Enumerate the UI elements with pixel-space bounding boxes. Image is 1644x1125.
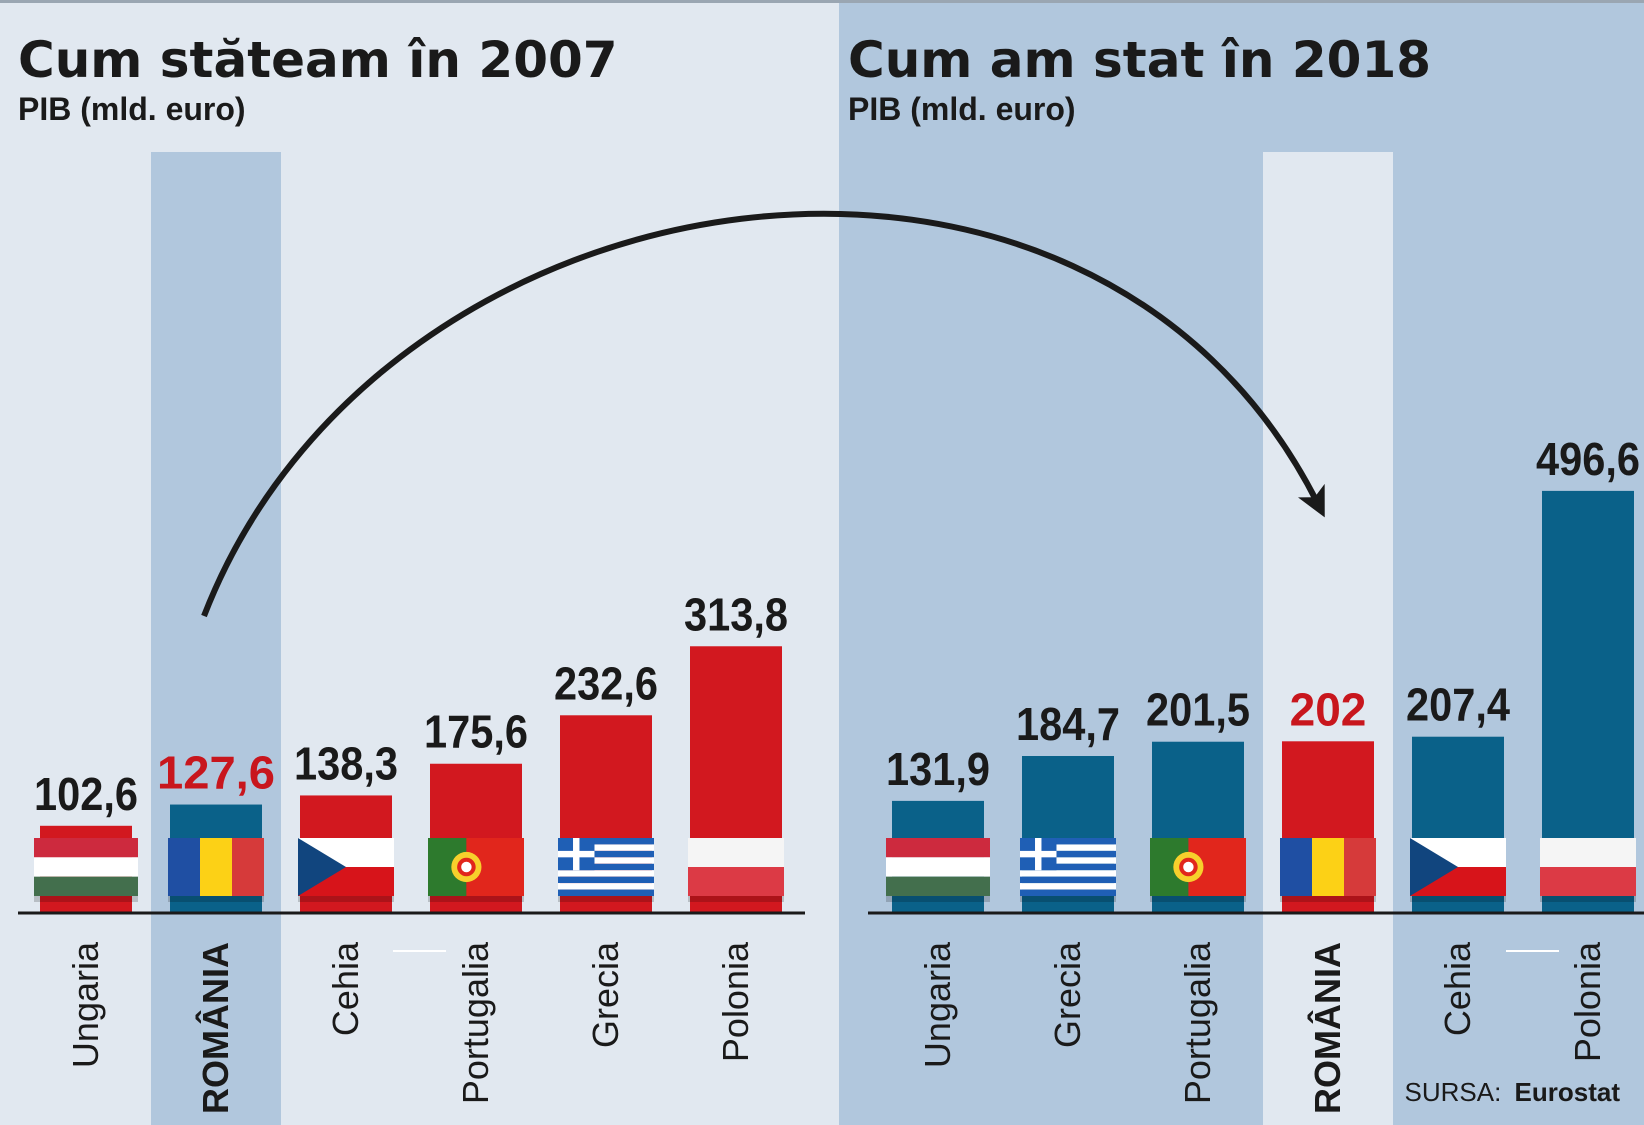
category-label-portugalia-2018: Portugalia xyxy=(1177,941,1218,1104)
category-label-grecia-2018: Grecia xyxy=(1047,941,1088,1048)
panel-2007-background xyxy=(0,0,839,1125)
value-label-grecia-2018: 184,7 xyxy=(1016,698,1120,750)
value-label-portugalia-2018: 201,5 xyxy=(1146,684,1250,736)
greece-flag-2018 xyxy=(1020,838,1116,902)
czechia-flag-2007 xyxy=(298,838,394,902)
source-note: SURSA: Eurostat xyxy=(1404,1077,1620,1107)
highlight-column-romania-2007 xyxy=(151,152,281,1125)
source-label: SURSA: xyxy=(1404,1077,1501,1107)
category-label-cehia-2018: Cehia xyxy=(1437,941,1478,1036)
value-label-cehia-2007: 138,3 xyxy=(294,737,398,789)
value-label-polonia-2018: 496,6 xyxy=(1536,433,1640,485)
category-label-ungaria-2018: Ungaria xyxy=(917,941,958,1068)
portugal-flag-2007 xyxy=(428,838,524,902)
poland-flag-2007 xyxy=(688,838,784,902)
source-name: Eurostat xyxy=(1515,1077,1621,1107)
panel-2018-background xyxy=(839,0,1644,1125)
czechia-flag-2018 xyxy=(1410,838,1506,902)
category-label-romania-2007: ROMÂNIA xyxy=(194,942,236,1114)
highlight-column-romania-2018 xyxy=(1263,152,1393,1125)
title-2007: Cum stăteam în 2007 xyxy=(18,31,618,89)
top-border xyxy=(0,0,1644,3)
hungary-flag-2007 xyxy=(34,838,138,902)
value-label-polonia-2007: 313,8 xyxy=(684,588,788,640)
value-label-cehia-2018: 207,4 xyxy=(1406,679,1510,731)
title-2018: Cum am stat în 2018 xyxy=(848,31,1431,89)
value-label-portugalia-2007: 175,6 xyxy=(424,706,528,758)
subtitle-2018: PIB (mld. euro) xyxy=(848,91,1076,127)
romania-flag-2018 xyxy=(1280,838,1376,902)
value-label-romania-2018: 202 xyxy=(1290,683,1367,735)
romania-growth-arrow xyxy=(201,210,1325,618)
subtitle-2007: PIB (mld. euro) xyxy=(18,91,246,127)
category-label-polonia-2018: Polonia xyxy=(1567,941,1608,1062)
category-label-romania-2018: ROMÂNIA xyxy=(1306,942,1348,1114)
category-label-portugalia-2007: Portugalia xyxy=(455,941,496,1104)
category-label-ungaria-2007: Ungaria xyxy=(65,941,106,1068)
portugal-flag-2018 xyxy=(1150,838,1246,902)
category-label-cehia-2007: Cehia xyxy=(325,941,366,1036)
romania-flag-2007 xyxy=(168,838,264,902)
category-label-polonia-2007: Polonia xyxy=(715,941,756,1062)
greece-flag-2007 xyxy=(558,838,654,902)
category-label-grecia-2007: Grecia xyxy=(585,941,626,1048)
value-label-ungaria-2018: 131,9 xyxy=(886,743,990,795)
hungary-flag-2018 xyxy=(886,838,990,902)
value-label-romania-2007: 127,6 xyxy=(157,747,275,799)
poland-flag-2018 xyxy=(1540,838,1636,902)
value-label-grecia-2007: 232,6 xyxy=(554,657,658,709)
value-label-ungaria-2007: 102,6 xyxy=(34,768,138,820)
